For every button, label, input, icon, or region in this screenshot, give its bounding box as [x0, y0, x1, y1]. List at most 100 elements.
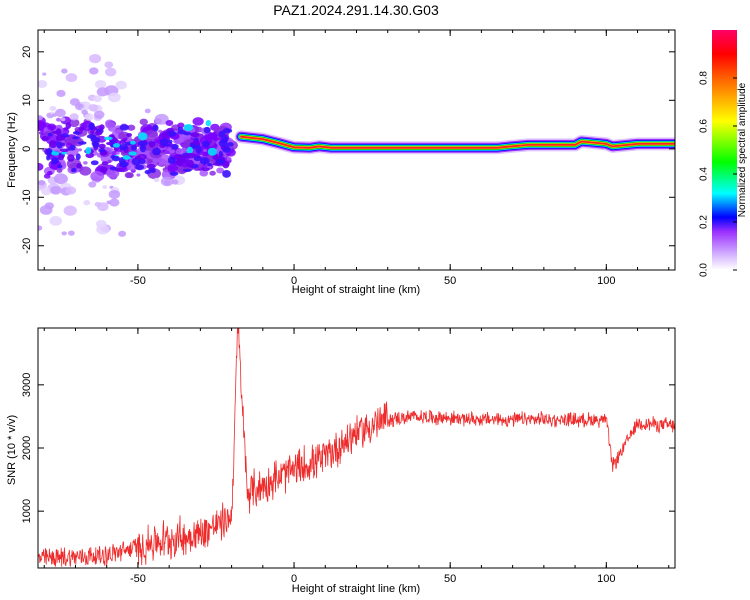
x-tick-label: -50 [130, 275, 146, 287]
spectrogram-core-blob [207, 147, 218, 156]
spectrogram-core-blob [55, 134, 65, 141]
colorbar-tick-label: 0.2 [699, 215, 710, 229]
snr-frame [37, 327, 676, 569]
spectrogram-blob [105, 121, 115, 129]
spectrogram-core-blob [128, 151, 137, 156]
spectrogram-blob [89, 53, 102, 64]
spectrogram-blob [226, 156, 232, 161]
spectrogram-core-blob [119, 124, 130, 131]
spectrogram-blob [88, 181, 97, 188]
spectrogram-core-blob [122, 155, 131, 160]
x-tick-label: 100 [597, 573, 615, 585]
spectrogram-blob [104, 61, 114, 69]
spectrogram-blob [165, 119, 174, 126]
spectrogram-core-blob [88, 122, 95, 130]
y-tick-label: 20 [21, 46, 33, 58]
spectrogram-blob [194, 126, 203, 133]
spectrogram-blob [49, 105, 57, 112]
colorbar: 0.0 0.2 0.4 0.6 0.8 Normalized spectral ampl… [699, 30, 748, 277]
spectrogram-blob [42, 72, 47, 76]
spectrogram-core-blob [92, 141, 100, 149]
spectrogram-blob [81, 109, 88, 115]
spectrogram-core-blob [205, 120, 212, 127]
spectrogram-core-blob [222, 146, 232, 153]
spectrogram-blob [139, 118, 148, 126]
spectrogram-blob [94, 201, 101, 207]
spectrogram-core-blob [138, 158, 146, 164]
spectrogram-core-blob [148, 141, 156, 148]
spectrogram-core-blob [119, 161, 129, 167]
spectrogram-core-blob [72, 136, 80, 140]
spectrogram-core-blob [222, 160, 230, 169]
spectrogram-blob [50, 185, 62, 195]
spectrogram-core-blob [215, 158, 224, 165]
spectrogram-blob [77, 148, 82, 152]
spectrogram-blob [157, 154, 171, 165]
spectrogram-core-blob [182, 168, 192, 172]
spectrogram-core-blob [183, 123, 194, 132]
spectrogram-blob [108, 92, 121, 103]
spectrogram-core-blob [110, 154, 116, 159]
spectrogram-core-blob [193, 155, 202, 162]
spectrogram-blob [38, 187, 41, 192]
spectrogram-blob [69, 113, 79, 121]
spectrogram-core-blob [149, 169, 156, 174]
spectrogram-core-blob [139, 144, 147, 153]
spectrogram-core-blob [130, 144, 137, 151]
spectrogram-core-blob [169, 171, 179, 176]
spectrogram-blob [216, 167, 225, 174]
spectrogram-core-blob [186, 159, 194, 168]
spectrogram-x-ticks: -50 0 50 100 [43, 30, 670, 287]
spectrogram-blob [88, 104, 99, 112]
spectrogram-core-blob [202, 140, 210, 148]
spectrogram-core-blob [113, 147, 119, 152]
spectrogram-blob [118, 230, 127, 237]
colorbar-gradient [712, 30, 737, 270]
spectrogram-core-blob [49, 140, 58, 149]
colorbar-tick-label: 0.0 [699, 263, 710, 277]
spectrogram-core-blob [166, 130, 177, 137]
colorbar-tick-label: 0.8 [699, 71, 710, 85]
spectrogram-x-axis-label: Height of straight line (km) [292, 284, 420, 296]
spectrogram-core-blob [58, 154, 65, 161]
spectrogram-core-blob [186, 146, 194, 154]
spectrogram-blob [38, 115, 43, 121]
spectrogram-blob [84, 113, 94, 121]
spectrogram-blob [127, 124, 136, 131]
spectrogram-blob [65, 73, 78, 83]
x-tick-label: 50 [444, 573, 456, 585]
spectrogram-blob [153, 177, 160, 183]
spectrogram-core-blob [103, 136, 113, 141]
spectrogram-blob [77, 103, 84, 109]
spectrogram-blob [102, 185, 108, 189]
spectrogram-blob [43, 173, 51, 179]
spectrogram-blob [199, 169, 209, 177]
spectrogram-core-blob [218, 139, 228, 147]
spectrogram-core-blob [106, 141, 113, 146]
spectrogram-core-blob [171, 143, 179, 150]
spectrogram-blob [56, 168, 63, 173]
spectrogram-core-blob [59, 148, 69, 153]
spectrogram-blob [95, 219, 107, 229]
ridge-core [240, 135, 675, 149]
spectrogram-core-blob [46, 154, 51, 161]
spectrogram-core-blob [85, 147, 92, 155]
spectrogram-core-blob [152, 124, 159, 132]
colorbar-ticks: 0.0 0.2 0.4 0.6 0.8 [699, 71, 737, 277]
spectrogram-core-blob [57, 164, 63, 169]
spectrogram-core-blob [167, 156, 176, 165]
spectrogram-blob [93, 110, 105, 119]
spectrogram-core-blob [218, 150, 223, 158]
spectrogram-core-blob [218, 130, 226, 138]
y-tick-label: 3000 [21, 373, 33, 397]
spectrogram-blob [44, 202, 54, 210]
spectrogram-core-blob [119, 143, 128, 151]
spectrogram-core-blob [99, 167, 108, 173]
spectrogram-blob [107, 159, 112, 163]
spectrogram-blob [115, 151, 120, 155]
spectrogram-core-blob [65, 122, 72, 130]
colorbar-label: Normalized spectral amplitude [737, 82, 748, 217]
spectrogram-blob [38, 179, 46, 186]
spectrogram-core-blob [67, 154, 75, 162]
